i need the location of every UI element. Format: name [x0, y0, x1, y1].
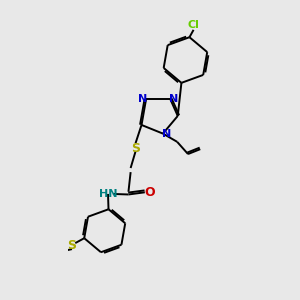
Text: N: N — [138, 94, 147, 104]
Text: S: S — [68, 239, 76, 252]
Text: N: N — [162, 129, 171, 139]
Text: S: S — [131, 142, 140, 154]
Text: O: O — [144, 186, 155, 199]
Text: HN: HN — [99, 189, 117, 199]
Text: N: N — [169, 94, 178, 104]
Text: Cl: Cl — [188, 20, 200, 30]
